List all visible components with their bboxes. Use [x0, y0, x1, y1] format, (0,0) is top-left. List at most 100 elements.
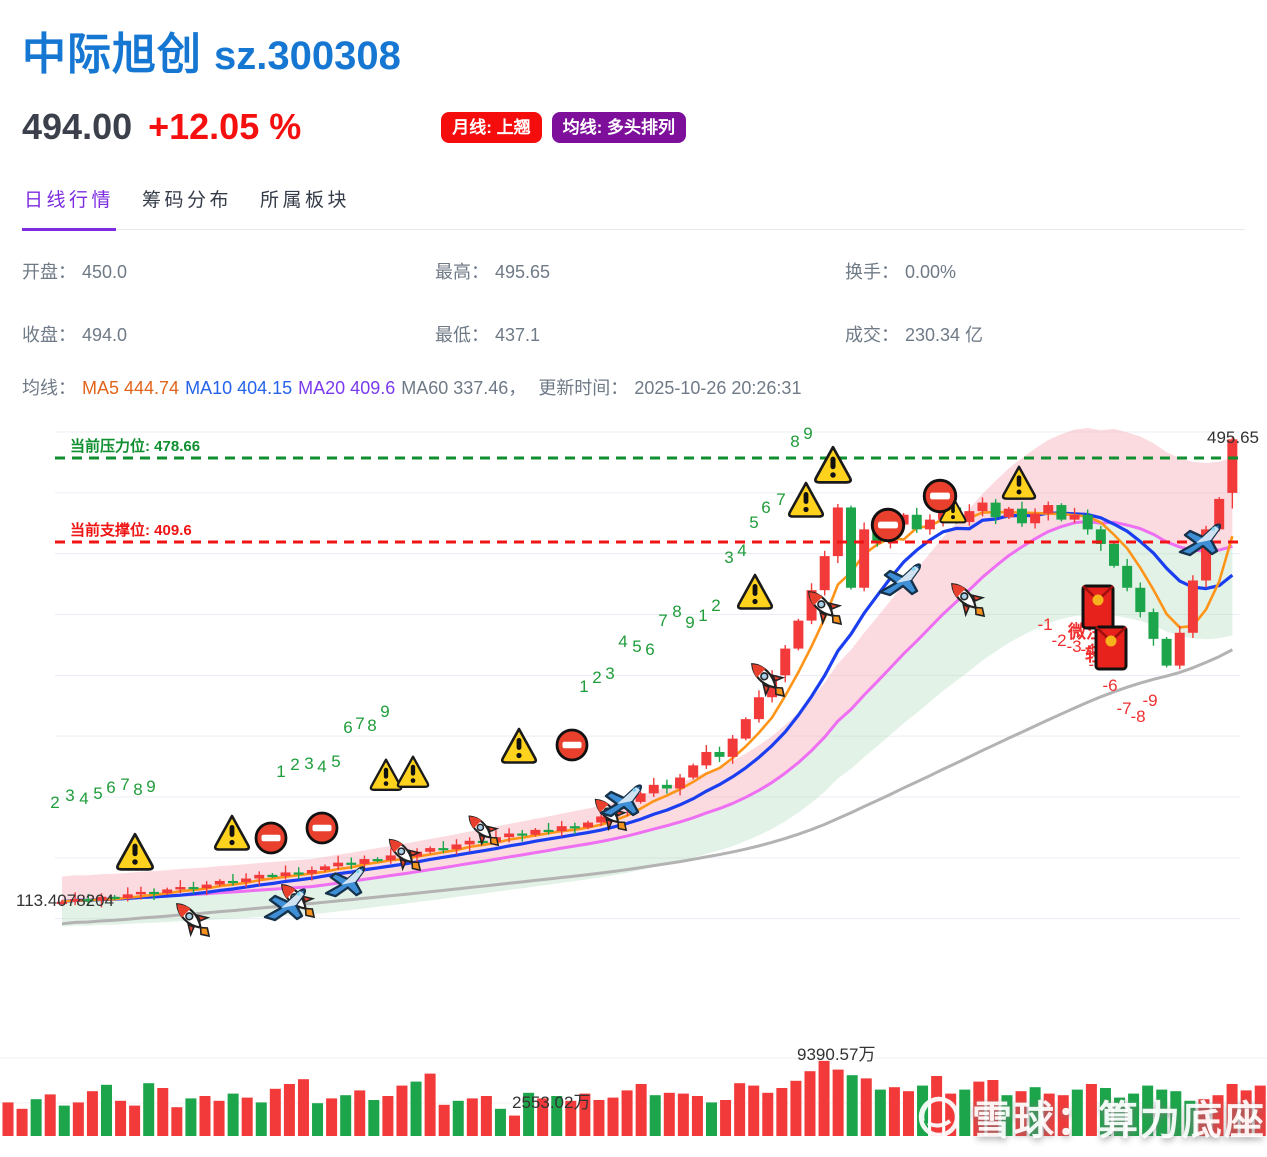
candle-body	[806, 590, 817, 621]
stat-item-1: 最高： 495.65	[435, 262, 551, 282]
candle-body	[267, 874, 278, 878]
volume-bar	[382, 1096, 394, 1136]
red-count-number: -9	[1142, 691, 1157, 710]
green-count-number: 3	[605, 664, 614, 683]
candle-body	[924, 519, 935, 530]
volume-bar	[269, 1088, 281, 1136]
candle-body	[1161, 638, 1172, 666]
candle-body	[135, 891, 146, 895]
green-count-number: 4	[618, 632, 627, 651]
volume-bar	[466, 1098, 478, 1136]
candle-body	[648, 784, 659, 794]
candle-body	[1214, 498, 1225, 530]
volume-bar	[199, 1096, 211, 1136]
green-count-number: 8	[367, 716, 376, 735]
volume-bar	[1057, 1095, 1069, 1136]
update-time-value: 2025-10-26 20:26:31	[634, 378, 802, 398]
volume-bar	[902, 1091, 914, 1136]
candle-body	[1016, 508, 1027, 524]
volume-bar	[649, 1095, 661, 1136]
volume-bar	[340, 1095, 352, 1136]
green-count-number: 1	[276, 762, 285, 781]
volume-bar	[846, 1075, 858, 1136]
candle-body	[977, 502, 988, 512]
candle-body	[109, 896, 120, 899]
red-count-number: -2	[1051, 631, 1066, 650]
stat-item-2: 换手： 0.00%	[845, 262, 957, 282]
volume-bar	[1142, 1085, 1154, 1136]
status-badge-1: 均线: 多头排列	[551, 111, 687, 143]
candle-body	[1174, 632, 1185, 666]
upper-band	[62, 428, 1233, 902]
volume-bar	[720, 1100, 732, 1136]
candle-body	[346, 862, 357, 865]
warning-icon	[396, 755, 430, 789]
volume-bar	[283, 1084, 295, 1136]
green-count-number: 7	[120, 775, 129, 794]
tab-bar: 日线行情 筹码分布 所属板块	[22, 183, 1245, 231]
volume-bar	[551, 1096, 563, 1136]
volume-bar	[1085, 1084, 1097, 1136]
candle-body	[254, 874, 265, 879]
volume-bar	[565, 1100, 577, 1136]
volume-bar	[185, 1098, 197, 1136]
candle-body	[1069, 514, 1080, 520]
candle-body	[793, 620, 804, 649]
volume-bar	[1240, 1090, 1252, 1136]
green-count-number: 8	[790, 432, 799, 451]
warning-icon	[736, 573, 774, 610]
volume-bar	[480, 1096, 492, 1136]
ma5-line	[61, 510, 1234, 903]
candle-body	[1003, 508, 1014, 518]
candle-body	[819, 556, 830, 591]
volume-bar	[424, 1073, 436, 1136]
noentry-icon	[305, 811, 339, 845]
volume-bar	[691, 1096, 703, 1136]
volume-bar	[1015, 1091, 1027, 1136]
candle-body	[543, 829, 554, 833]
candle-body	[451, 844, 462, 850]
candle-body	[569, 826, 580, 829]
volume-label: 2553.02万	[512, 1093, 590, 1112]
volume-bar	[790, 1080, 802, 1136]
tab-日线行情[interactable]: 日线行情	[22, 183, 117, 231]
candle-body	[701, 751, 712, 766]
candle-body	[1187, 580, 1198, 633]
candle-body	[740, 719, 751, 739]
volume-bar	[171, 1107, 183, 1136]
tab-筹码分布[interactable]: 筹码分布	[142, 190, 233, 211]
green-count-number: 4	[317, 757, 326, 776]
ma-item-0: MA5 444.74	[82, 378, 180, 398]
lower-band	[62, 521, 1233, 927]
green-count-number: 9	[146, 777, 155, 796]
red-count-number: -1	[1037, 615, 1052, 634]
ma-row-label: 均线：	[22, 378, 76, 398]
volume-bar	[438, 1104, 450, 1136]
daily-kline-chart[interactable]: 当前压力位: 478.66 当前支撑位: 409.6 495.65 113.40782…	[0, 420, 1267, 1157]
candle-body	[293, 872, 304, 875]
tab-所属板块[interactable]: 所属板块	[260, 190, 351, 211]
volume-bar	[1043, 1093, 1055, 1136]
volume-bar	[734, 1083, 746, 1136]
candle-body	[714, 751, 725, 757]
candle-body	[911, 514, 922, 530]
red-count-number: -3	[1066, 637, 1081, 656]
candle-body	[385, 855, 396, 861]
volume-bar	[1128, 1093, 1140, 1136]
candle-body	[688, 765, 699, 778]
green-count-number: 6	[761, 498, 770, 517]
price-change-percent: +12.05 %	[148, 106, 302, 147]
noentry-icon	[254, 821, 288, 855]
candle-body	[1043, 505, 1054, 514]
volume-bar	[832, 1069, 844, 1136]
volume-bar	[1071, 1089, 1083, 1136]
kline-chart-area[interactable]: 当前压力位: 478.66 当前支撑位: 409.6 495.65 113.40782…	[0, 420, 1267, 1157]
candle-body	[175, 887, 186, 890]
volume-bar	[86, 1091, 98, 1136]
candle-body	[241, 878, 252, 883]
warning-icon	[814, 445, 852, 484]
candle-body	[1109, 543, 1119, 566]
status-badge-0: 月线: 上翘	[441, 111, 542, 143]
green-count-number: 1	[698, 606, 707, 625]
volume-bar	[396, 1085, 408, 1136]
